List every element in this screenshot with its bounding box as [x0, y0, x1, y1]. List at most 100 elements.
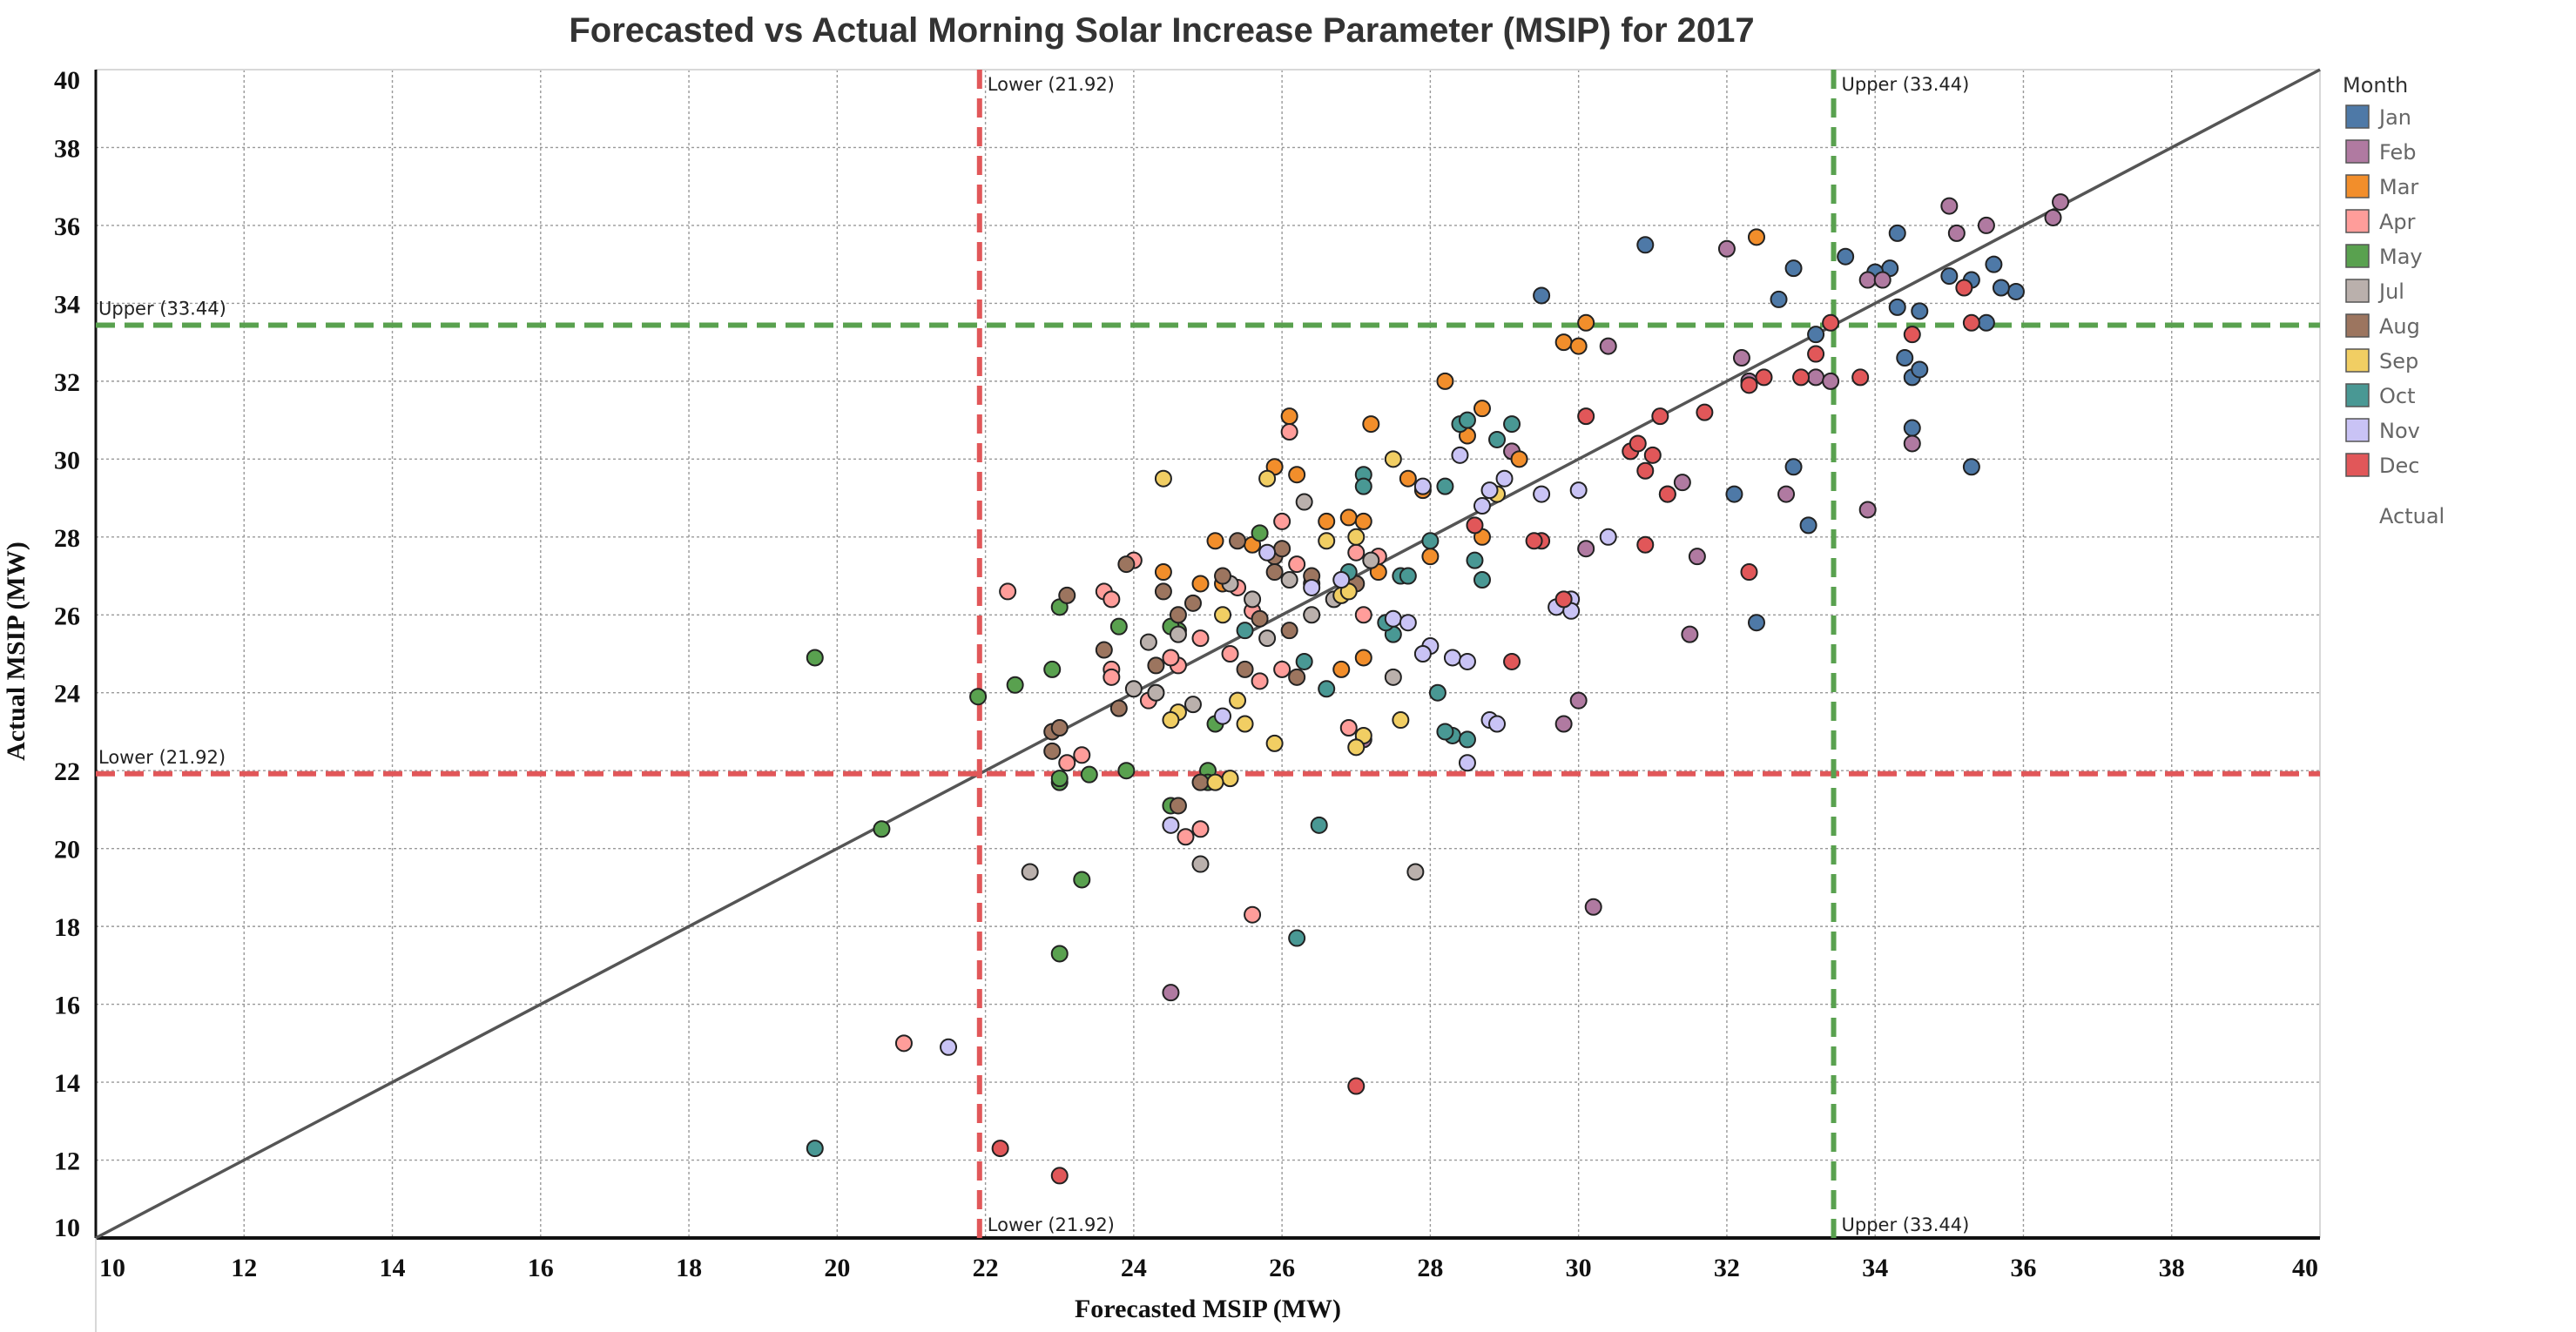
point-aug-20 [1265, 563, 1284, 582]
point-apr-5 [1103, 668, 1121, 686]
point-nov-22 [1458, 754, 1476, 772]
point-oct-23 [1236, 622, 1254, 640]
point-dec-0 [991, 1140, 1009, 1158]
legend-label-aug: Aug [2379, 314, 2420, 339]
point-aug-16 [1191, 773, 1210, 791]
x-tick-label-38: 38 [2159, 1254, 2185, 1282]
point-aug-7 [1214, 567, 1232, 585]
point-jan-22 [1747, 614, 1765, 632]
legend-swatch-aug [2345, 313, 2370, 338]
legend-swatch-apr [2345, 209, 2370, 233]
x-tick-labels: 10 12 14 16 18 20 22 24 26 28 30 32 34 36 38 40 [99, 1254, 2318, 1282]
series-aug [1043, 532, 1366, 815]
point-jul-0 [1021, 863, 1039, 881]
point-apr-9 [1191, 629, 1210, 648]
point-aug-19 [1273, 540, 1291, 558]
x-axis-title: Forecasted MSIP (MW) [1075, 1295, 1341, 1323]
gridlines [96, 69, 2320, 1238]
point-nov-6 [1399, 614, 1417, 632]
point-apr-13 [1251, 672, 1269, 690]
point-jan-23 [1533, 286, 1551, 305]
y-tick-label-26: 26 [54, 602, 80, 630]
legend-label-oct: Oct [2379, 384, 2416, 408]
point-feb-17 [1569, 691, 1588, 710]
point-nov-9 [1443, 649, 1461, 667]
point-jan-8 [2006, 282, 2025, 300]
x-tick-label-32: 32 [1714, 1254, 1740, 1282]
point-mar-1 [1577, 313, 1595, 332]
point-dec-3 [1466, 516, 1484, 535]
point-aug-17 [1169, 797, 1187, 815]
point-jan-21 [1903, 419, 1921, 437]
point-nov-2 [1214, 707, 1232, 725]
point-jul-1 [1183, 696, 1202, 714]
legend-swatch-feb [2345, 139, 2370, 164]
point-apr-24 [1177, 828, 1195, 846]
point-aug-5 [1169, 606, 1187, 624]
point-nov-8 [1413, 645, 1432, 663]
point-jul-8 [1303, 606, 1321, 624]
y-tick-label-36: 36 [54, 212, 80, 241]
point-sep-12 [1384, 450, 1402, 468]
x-tick-label-30: 30 [1566, 1254, 1592, 1282]
y-tick-label-32: 32 [54, 368, 80, 397]
point-may-16 [1073, 871, 1091, 889]
point-mar-20 [1510, 450, 1528, 468]
point-mar-26 [1154, 563, 1172, 582]
point-apr-0 [999, 582, 1017, 601]
legend-label-dec: Dec [2379, 454, 2419, 478]
point-nov-21 [1599, 528, 1617, 546]
chart-title: Forecasted vs Actual Morning Solar Incre… [569, 11, 1754, 50]
point-oct-3 [1318, 680, 1336, 698]
point-dec-18 [1792, 368, 1811, 387]
legend-swatch-jan [2345, 104, 2370, 129]
point-nov-24 [1480, 481, 1499, 500]
y-tick-label-18: 18 [54, 913, 80, 942]
point-apr-2 [1103, 590, 1121, 609]
point-mar-5 [1362, 415, 1380, 434]
point-jul-16 [1169, 625, 1187, 643]
data-points [806, 193, 2070, 1185]
vertical-reference-bottom-label-0: Lower (21.92) [988, 1214, 1115, 1235]
point-feb-11 [1777, 485, 1796, 503]
x-tick-label-26: 26 [1269, 1254, 1295, 1282]
point-dec-19 [1822, 313, 1840, 332]
point-may-9 [1117, 762, 1136, 780]
point-nov-5 [1384, 609, 1402, 628]
point-jan-9 [1992, 279, 2010, 297]
point-mar-22 [1332, 660, 1351, 678]
y-tick-label-40: 40 [54, 66, 80, 95]
legend-swatch-nov [2345, 418, 2370, 442]
point-apr-15 [1280, 423, 1298, 441]
point-jul-2 [1191, 855, 1210, 873]
point-jan-18 [1799, 516, 1817, 535]
legend-swatch-jul [2345, 279, 2370, 303]
point-oct-12 [1428, 683, 1446, 702]
point-feb-8 [1599, 337, 1617, 355]
point-feb-3 [1947, 224, 1966, 242]
point-feb-0 [2052, 193, 2070, 212]
point-feb-24 [1162, 984, 1180, 1002]
point-may-14 [1251, 524, 1269, 542]
point-apr-22 [1058, 754, 1076, 772]
point-jul-3 [1139, 633, 1157, 651]
point-aug-22 [1043, 742, 1062, 760]
point-feb-6 [1873, 271, 1892, 289]
point-sep-6 [1258, 469, 1277, 488]
point-mar-14 [1318, 512, 1336, 530]
point-aug-21 [1147, 656, 1165, 675]
point-mar-3 [1569, 337, 1588, 355]
point-feb-18 [1584, 898, 1602, 916]
point-aug-4 [1154, 582, 1172, 601]
point-sep-16 [1162, 711, 1180, 730]
legend-label-nov: Nov [2379, 419, 2420, 443]
legend-label-jan: Jan [2377, 105, 2411, 130]
point-sep-3 [1221, 770, 1239, 788]
x-tick-label-16: 16 [528, 1254, 554, 1282]
point-nov-20 [1569, 481, 1588, 500]
point-aug-1 [1058, 586, 1076, 604]
point-feb-2 [1940, 197, 1959, 215]
point-apr-10 [1221, 645, 1239, 663]
vertical-reference-bottom-label-1: Upper (33.44) [1842, 1214, 1970, 1235]
point-mar-12 [1206, 532, 1224, 550]
